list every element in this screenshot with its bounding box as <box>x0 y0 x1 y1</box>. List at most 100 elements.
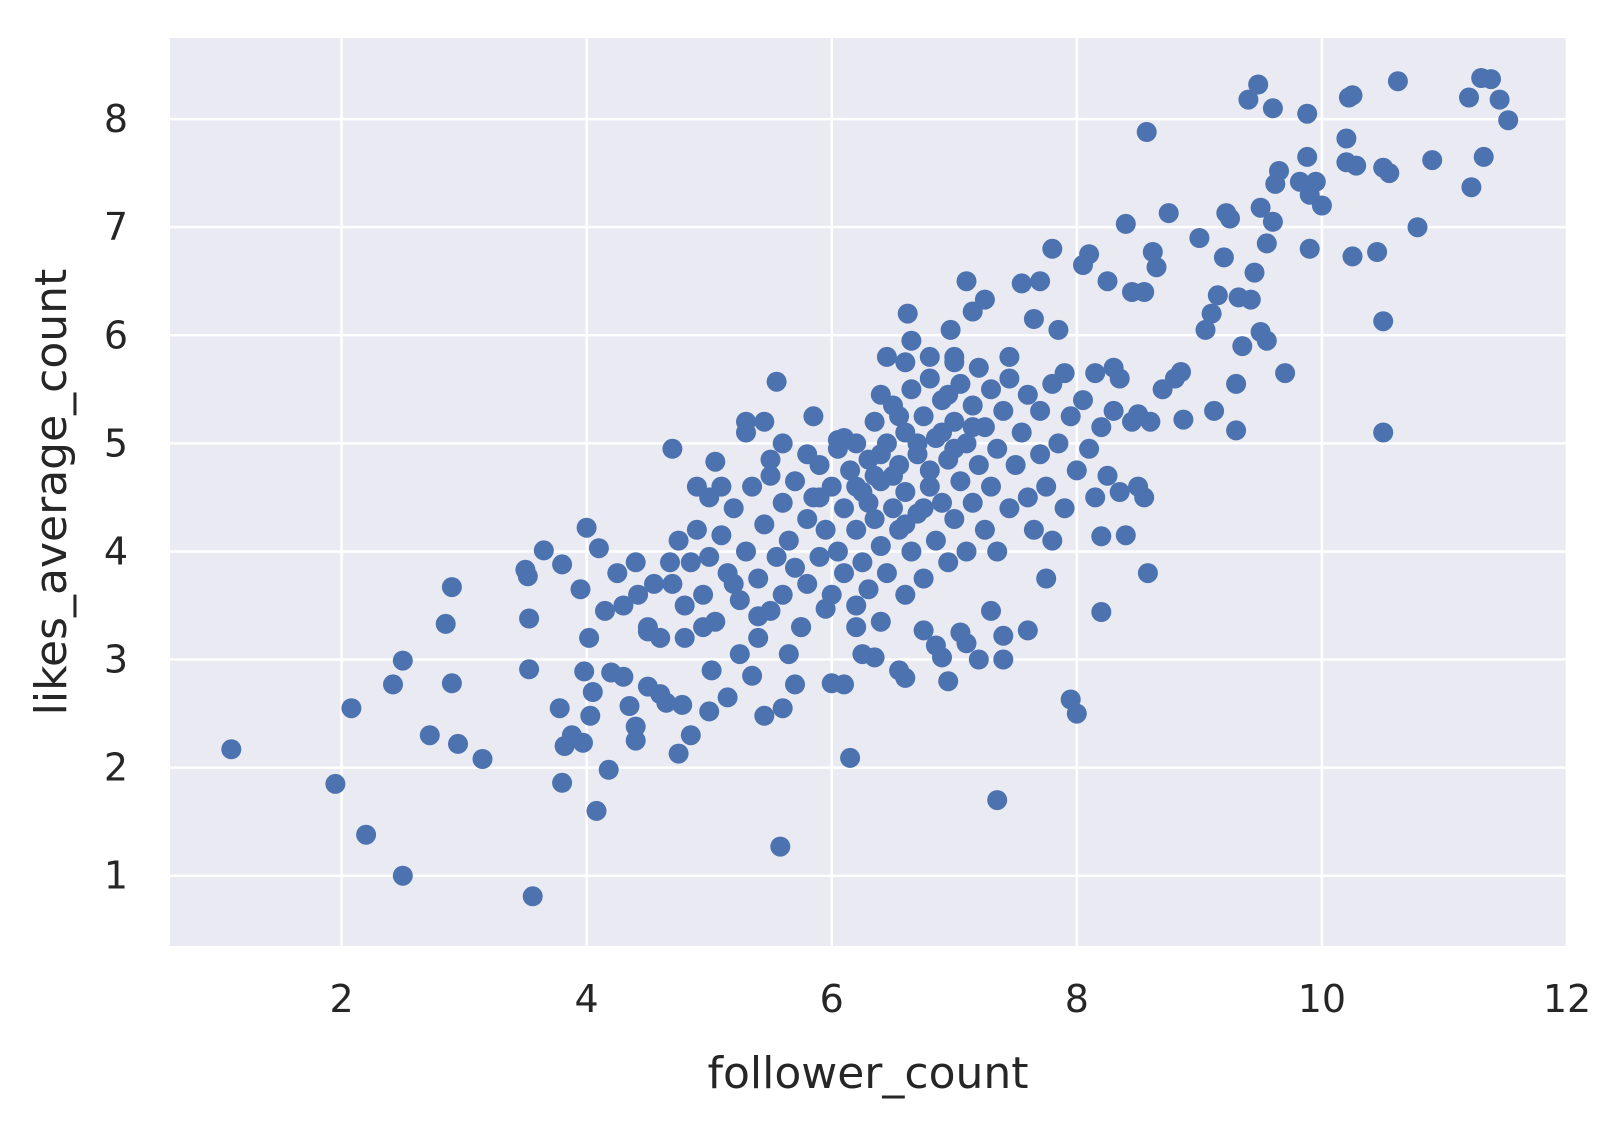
x-axis-label: follower_count <box>707 1048 1028 1099</box>
data-point <box>1066 460 1087 481</box>
data-point <box>846 617 867 638</box>
data-point <box>864 411 885 432</box>
data-point <box>1146 257 1167 278</box>
data-point <box>940 319 961 340</box>
data-point <box>999 368 1020 389</box>
data-point <box>876 563 897 584</box>
data-point <box>1201 303 1222 324</box>
data-point <box>778 644 799 665</box>
data-point <box>576 517 597 538</box>
data-point <box>619 696 640 716</box>
y-tick-label: 7 <box>104 205 128 249</box>
data-point <box>785 471 805 492</box>
data-point <box>1023 309 1044 329</box>
data-point <box>588 538 609 559</box>
data-point <box>919 346 940 367</box>
data-point <box>723 498 744 519</box>
data-point <box>834 674 854 695</box>
data-point <box>956 271 977 292</box>
data-point <box>699 546 720 567</box>
data-point <box>1109 368 1130 389</box>
data-point <box>760 449 781 470</box>
data-point <box>1030 400 1051 421</box>
data-point <box>448 733 468 754</box>
data-point <box>766 546 787 567</box>
data-point <box>419 725 440 746</box>
data-point <box>840 747 861 768</box>
data-point <box>1244 262 1265 283</box>
data-point <box>1204 400 1225 421</box>
data-point <box>680 552 701 573</box>
data-point <box>1079 438 1100 459</box>
data-point <box>1085 487 1106 508</box>
data-point <box>1030 271 1051 292</box>
data-point <box>772 492 793 513</box>
data-point <box>797 509 818 529</box>
data-point <box>919 476 940 497</box>
data-point <box>760 465 781 486</box>
data-point <box>1017 384 1038 405</box>
data-point <box>748 627 769 648</box>
data-point <box>1097 271 1118 292</box>
data-point <box>772 433 793 454</box>
data-point <box>598 759 619 780</box>
data-point <box>944 438 965 459</box>
data-point <box>883 465 903 486</box>
data-point <box>729 644 750 665</box>
data-point <box>1137 563 1158 584</box>
data-point <box>1262 211 1283 232</box>
data-point <box>791 617 812 638</box>
y-tick-label: 8 <box>104 97 128 141</box>
data-point <box>968 649 989 670</box>
data-point <box>834 498 854 519</box>
data-point <box>1207 285 1228 306</box>
data-point <box>1171 362 1191 382</box>
data-point <box>1079 244 1100 265</box>
data-point <box>1373 311 1394 332</box>
data-point <box>962 492 983 513</box>
data-point <box>1073 390 1093 411</box>
data-point <box>662 573 683 594</box>
data-point <box>1023 519 1044 540</box>
data-point <box>944 352 965 373</box>
x-tick-label: 8 <box>1065 977 1089 1021</box>
data-point <box>660 552 680 573</box>
data-point <box>809 546 830 567</box>
y-tick-label: 4 <box>104 529 128 573</box>
data-point <box>999 498 1020 519</box>
data-point <box>962 417 983 438</box>
data-point <box>797 573 818 594</box>
data-point <box>889 406 910 427</box>
data-point <box>383 674 403 695</box>
data-point <box>668 743 689 764</box>
data-point <box>840 460 861 481</box>
data-point <box>729 590 750 611</box>
data-point <box>580 705 601 726</box>
data-point <box>1256 233 1277 254</box>
data-point <box>1489 89 1510 110</box>
data-point <box>1122 411 1142 432</box>
data-point <box>1275 363 1296 384</box>
y-tick-label: 5 <box>104 421 128 465</box>
data-point <box>1011 422 1032 443</box>
x-tick-label: 6 <box>820 977 844 1021</box>
data-point <box>533 540 554 561</box>
data-point <box>919 460 940 481</box>
data-point <box>392 650 413 671</box>
data-point <box>1336 128 1357 149</box>
data-point <box>1481 69 1501 90</box>
data-point <box>981 379 1001 400</box>
data-point <box>974 289 995 310</box>
data-point <box>901 379 922 400</box>
data-point <box>574 661 595 682</box>
data-point <box>1042 373 1063 394</box>
data-point <box>1473 146 1494 167</box>
data-point <box>919 368 940 389</box>
data-point <box>586 800 607 821</box>
data-point <box>1407 217 1428 238</box>
data-point <box>956 633 977 654</box>
data-point <box>846 519 867 540</box>
data-point <box>325 773 346 794</box>
data-point <box>864 647 885 668</box>
data-point <box>895 667 916 688</box>
